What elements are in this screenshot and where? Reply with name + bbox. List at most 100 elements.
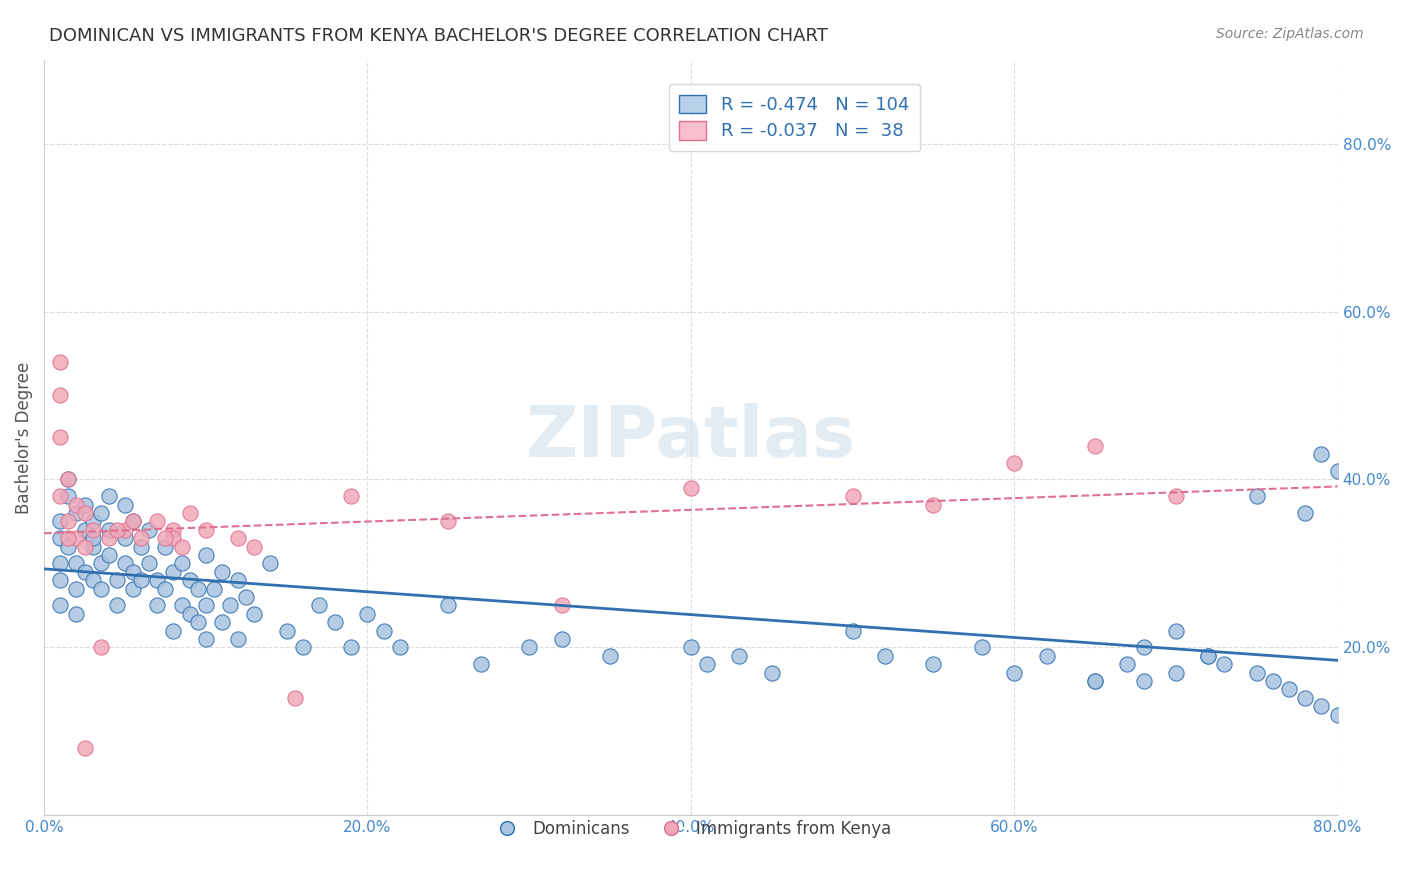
Point: [922, 498, 945, 512]
Point: [90, 640, 112, 655]
Point: [97, 489, 120, 503]
Point: [82, 523, 104, 537]
Point: [146, 515, 169, 529]
Point: [162, 531, 184, 545]
Point: [146, 599, 169, 613]
Point: [922, 657, 945, 672]
Point: [58, 515, 80, 529]
Point: [1084, 673, 1107, 688]
Point: [82, 573, 104, 587]
Point: [129, 573, 152, 587]
Point: [65, 557, 87, 571]
Point: [49, 388, 72, 402]
Point: [211, 565, 233, 579]
Point: [340, 640, 363, 655]
Legend: Dominicans, Immigrants from Kenya: Dominicans, Immigrants from Kenya: [484, 814, 898, 845]
Point: [1164, 624, 1187, 638]
Point: [49, 573, 72, 587]
Text: Source: ZipAtlas.com: Source: ZipAtlas.com: [1216, 27, 1364, 41]
Point: [122, 515, 145, 529]
Point: [187, 615, 209, 630]
Point: [1084, 439, 1107, 453]
Point: [82, 515, 104, 529]
Point: [58, 489, 80, 503]
Point: [129, 540, 152, 554]
Point: [679, 481, 702, 495]
Point: [1310, 699, 1333, 714]
Point: [219, 599, 242, 613]
Point: [1294, 690, 1316, 705]
Point: [49, 430, 72, 444]
Point: [235, 590, 257, 604]
Point: [49, 599, 72, 613]
Point: [155, 582, 177, 596]
Point: [1132, 673, 1154, 688]
Point: [73, 523, 96, 537]
Point: [58, 472, 80, 486]
Point: [114, 523, 136, 537]
Point: [162, 624, 184, 638]
Point: [243, 607, 266, 621]
Point: [291, 640, 314, 655]
Point: [1002, 665, 1025, 680]
Point: [1246, 489, 1268, 503]
Point: [1326, 707, 1348, 722]
Point: [1116, 657, 1139, 672]
Point: [114, 531, 136, 545]
Point: [1197, 648, 1219, 663]
Point: [97, 523, 120, 537]
Point: [243, 540, 266, 554]
Point: [58, 531, 80, 545]
Point: [1132, 640, 1154, 655]
Point: [49, 557, 72, 571]
Point: [155, 540, 177, 554]
Point: [138, 523, 160, 537]
Point: [437, 599, 460, 613]
Point: [1326, 464, 1348, 478]
Point: [146, 573, 169, 587]
Point: [202, 582, 225, 596]
Point: [211, 615, 233, 630]
Point: [679, 640, 702, 655]
Point: [170, 599, 193, 613]
Point: [73, 498, 96, 512]
Point: [65, 582, 87, 596]
Point: [97, 531, 120, 545]
Text: ZIPatlas: ZIPatlas: [526, 403, 856, 472]
Point: [49, 355, 72, 369]
Point: [49, 531, 72, 545]
Point: [90, 557, 112, 571]
Point: [517, 640, 540, 655]
Point: [1310, 447, 1333, 461]
Point: [1035, 648, 1057, 663]
Point: [1164, 489, 1187, 503]
Point: [129, 531, 152, 545]
Point: [73, 741, 96, 756]
Point: [696, 657, 718, 672]
Point: [179, 506, 201, 520]
Point: [73, 565, 96, 579]
Point: [356, 607, 378, 621]
Point: [194, 599, 217, 613]
Point: [155, 531, 177, 545]
Point: [105, 523, 128, 537]
Point: [599, 648, 621, 663]
Point: [179, 573, 201, 587]
Point: [179, 607, 201, 621]
Text: DOMINICAN VS IMMIGRANTS FROM KENYA BACHELOR'S DEGREE CORRELATION CHART: DOMINICAN VS IMMIGRANTS FROM KENYA BACHE…: [49, 27, 828, 45]
Point: [226, 632, 249, 646]
Point: [323, 615, 346, 630]
Point: [65, 498, 87, 512]
Point: [1261, 673, 1284, 688]
Point: [122, 565, 145, 579]
Point: [105, 573, 128, 587]
Point: [841, 489, 863, 503]
Point: [284, 690, 307, 705]
Point: [49, 515, 72, 529]
Point: [58, 540, 80, 554]
Point: [90, 506, 112, 520]
Point: [1246, 665, 1268, 680]
Point: [226, 573, 249, 587]
Point: [170, 540, 193, 554]
Point: [550, 632, 572, 646]
